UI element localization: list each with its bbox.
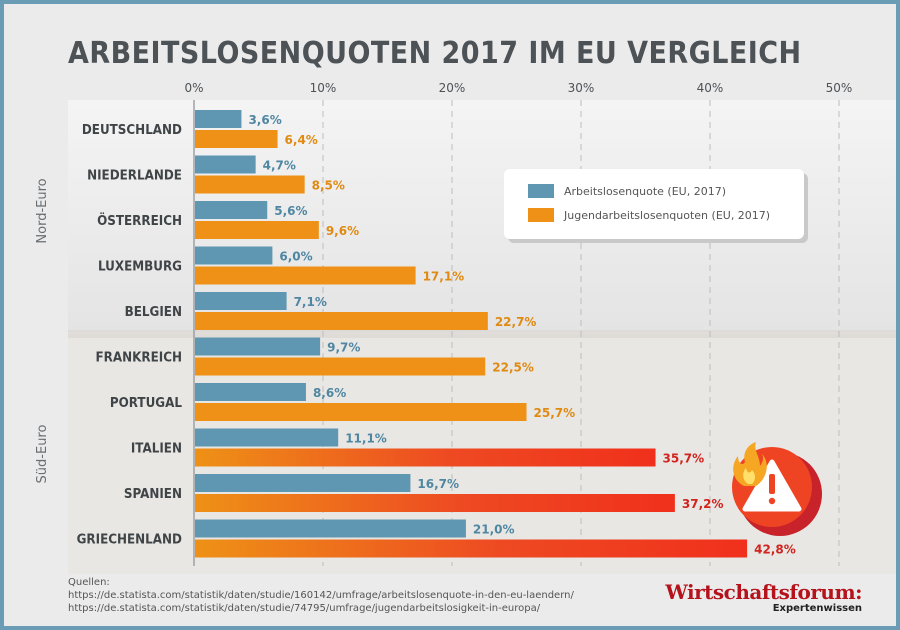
bar-value-label: 7,1%: [294, 295, 327, 309]
legend: Arbeitslosenquote (EU, 2017) Jugendarbeit…: [504, 169, 808, 243]
bar-value-label: 35,7%: [663, 452, 705, 466]
sources: Quellen: https://de.statista.com/statist…: [68, 576, 574, 615]
brand-logo: Wirtschaftsforum: Expertenwissen: [665, 582, 862, 614]
bar-arbeitslosenquote: [195, 292, 287, 310]
legend-box: [504, 169, 804, 239]
bar-value-label: 21,0%: [473, 523, 515, 537]
bar-value-label: 9,6%: [326, 224, 359, 238]
bar-arbeitslosenquote: [195, 155, 256, 174]
group-label: Nord-Euro: [35, 178, 50, 243]
source-link[interactable]: https://de.statista.com/statistik/daten/…: [68, 603, 541, 614]
bar-chart: 0% 10% 20% 30% 40% 50% Nord-Euro Süd-Euro DEUTSC…: [35, 81, 896, 574]
bar-value-label: 5,6%: [274, 204, 307, 218]
bar-jugendarbeitslosenquote: [195, 130, 278, 148]
warning-exclamation-dot: [768, 497, 776, 505]
bar-value-label: 4,7%: [263, 159, 296, 173]
category-label: FRANKREICH: [96, 349, 182, 365]
infographic-frame: ARBEITSLOSENQUOTEN 2017 IM EU VERGLEICH …: [4, 4, 896, 626]
brand-tagline: Expertenwissen: [772, 603, 862, 614]
bar-jugendarbeitslosenquote: [195, 175, 305, 194]
warning-exclamation-bar: [769, 474, 775, 494]
bar-arbeitslosenquote: [195, 383, 306, 401]
bar-value-label: 6,0%: [279, 250, 312, 264]
bar-value-label: 9,7%: [327, 341, 360, 355]
category-label: ÖSTERREICH: [97, 213, 182, 229]
x-tick-label: 10%: [310, 81, 337, 95]
legend-swatch: [528, 184, 554, 198]
chart-title: ARBEITSLOSENQUOTEN 2017 IM EU VERGLEICH: [68, 36, 802, 71]
flame-icon: [733, 442, 767, 486]
bar-value-label: 37,2%: [682, 497, 724, 511]
bar-jugendarbeitslosenquote: [195, 448, 656, 467]
warning-fire-icon: [732, 442, 822, 536]
flame-inner: [743, 468, 755, 484]
legend-swatch: [528, 208, 554, 222]
bar-value-label: 8,6%: [313, 386, 346, 400]
bar-value-label: 17,1%: [423, 270, 465, 284]
bar-jugendarbeitslosenquote: [195, 266, 416, 285]
bar-arbeitslosenquote: [195, 246, 273, 265]
category-label: LUXEMBURG: [98, 258, 182, 274]
group-separator: [68, 330, 896, 338]
bar-value-label: 22,5%: [492, 361, 534, 375]
bar-value-label: 6,4%: [285, 133, 318, 147]
legend-label: Jugendarbeitslosenquoten (EU, 2017): [563, 209, 770, 222]
bar-arbeitslosenquote: [195, 110, 242, 128]
x-tick-label: 20%: [439, 81, 466, 95]
source-link[interactable]: https://de.statista.com/statistik/daten/…: [68, 590, 574, 601]
bar-jugendarbeitslosenquote: [195, 312, 488, 330]
bar-value-label: 42,8%: [754, 543, 796, 557]
bar-arbeitslosenquote: [195, 474, 411, 492]
bar-jugendarbeitslosenquote: [195, 221, 319, 239]
x-tick-label: 40%: [697, 81, 724, 95]
category-label: BELGIEN: [125, 304, 182, 320]
bar-arbeitslosenquote: [195, 201, 268, 219]
category-label: GRIECHENLAND: [77, 531, 182, 547]
brand-name: Wirtschaftsforum:: [665, 580, 862, 604]
bar-value-label: 16,7%: [417, 477, 459, 491]
category-label: NIEDERLANDE: [87, 167, 182, 183]
bar-jugendarbeitslosenquote: [195, 539, 748, 558]
sources-heading: Quellen:: [68, 577, 110, 588]
bar-arbeitslosenquote: [195, 337, 321, 356]
bar-value-label: 11,1%: [345, 432, 387, 446]
bar-arbeitslosenquote: [195, 428, 339, 447]
bar-value-label: 22,7%: [495, 315, 537, 329]
x-tick-label: 50%: [826, 81, 853, 95]
category-label: PORTUGAL: [110, 395, 182, 411]
bar-value-label: 8,5%: [312, 179, 345, 193]
bar-jugendarbeitslosenquote: [195, 357, 486, 376]
legend-label: Arbeitslosenquote (EU, 2017): [564, 185, 726, 198]
bar-jugendarbeitslosenquote: [195, 403, 527, 421]
x-tick-label: 0%: [184, 81, 203, 95]
category-label: DEUTSCHLAND: [82, 122, 182, 138]
bar-value-label: 3,6%: [248, 113, 281, 127]
x-tick-label: 30%: [568, 81, 595, 95]
bar-value-label: 25,7%: [534, 406, 576, 420]
group-label: Süd-Euro: [35, 425, 50, 484]
category-label: ITALIEN: [131, 440, 182, 456]
bar-jugendarbeitslosenquote: [195, 494, 675, 512]
bar-arbeitslosenquote: [195, 519, 466, 538]
category-label: SPANIEN: [124, 486, 182, 502]
